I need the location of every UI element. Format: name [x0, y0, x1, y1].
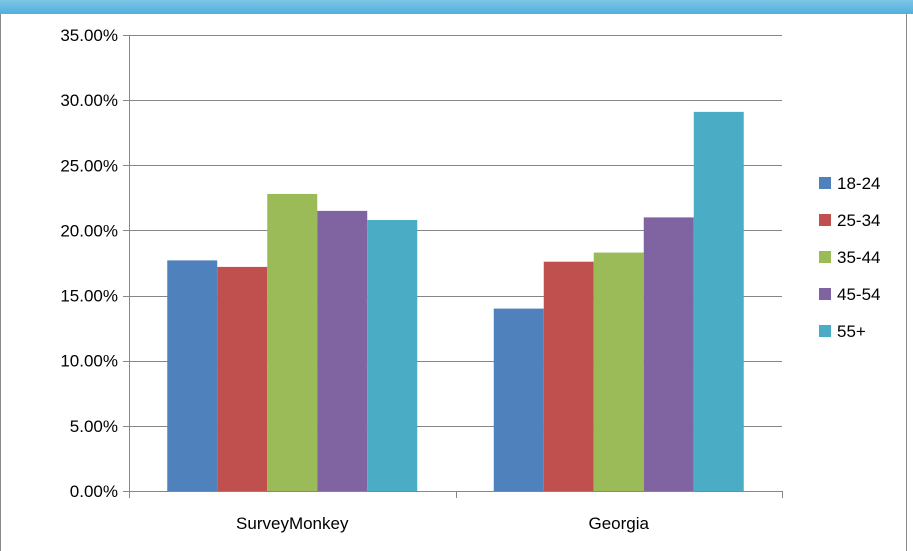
bar-18-24-Georgia: [493, 308, 544, 491]
y-tick-label: 10.00%: [60, 352, 118, 371]
bar-35-44-SurveyMonkey: [267, 193, 318, 491]
bar-55+-Georgia: [693, 111, 744, 492]
y-tick-label: 0.00%: [70, 482, 118, 501]
legend-swatch: [819, 288, 831, 300]
bar-45-54-Georgia: [643, 217, 694, 491]
legend-label: 35-44: [837, 248, 880, 267]
legend-swatch: [819, 177, 831, 189]
frame-right-margin: [907, 14, 913, 551]
legend: 18-24 25-34 35-44 45-54 55+: [819, 174, 880, 341]
legend-swatch: [819, 251, 831, 263]
frame-left-edge: [0, 14, 1, 551]
y-tick-label: 5.00%: [70, 417, 118, 436]
x-tick-label: SurveyMonkey: [236, 514, 349, 533]
bar-25-34-Georgia: [543, 261, 594, 491]
legend-label: 55+: [837, 322, 866, 341]
x-tick-label: Georgia: [589, 514, 650, 533]
legend-label: 25-34: [837, 211, 880, 230]
bar-18-24-SurveyMonkey: [167, 260, 218, 491]
legend-swatch: [819, 214, 831, 226]
bar-25-34-SurveyMonkey: [217, 266, 268, 491]
legend-label: 18-24: [837, 174, 880, 193]
axes: [123, 35, 783, 498]
frame-right-edge: [906, 14, 907, 551]
y-tick-label: 35.00%: [60, 26, 118, 45]
legend-label: 45-54: [837, 285, 880, 304]
y-tick-label: 25.00%: [60, 156, 118, 175]
legend-swatch: [819, 325, 831, 337]
y-tick-labels: 0.00% 5.00% 10.00% 15.00% 20.00% 25.00% 30.00%…: [60, 26, 118, 501]
x-tick-labels: SurveyMonkey Georgia: [236, 514, 650, 533]
y-tick-label: 20.00%: [60, 221, 118, 240]
bars: [167, 111, 744, 492]
bar-55+-SurveyMonkey: [367, 220, 418, 491]
bar-35-44-Georgia: [593, 252, 644, 491]
bar-45-54-SurveyMonkey: [317, 210, 368, 491]
y-tick-label: 15.00%: [60, 287, 118, 306]
y-tick-label: 30.00%: [60, 91, 118, 110]
top-banner-strip: [0, 0, 913, 14]
